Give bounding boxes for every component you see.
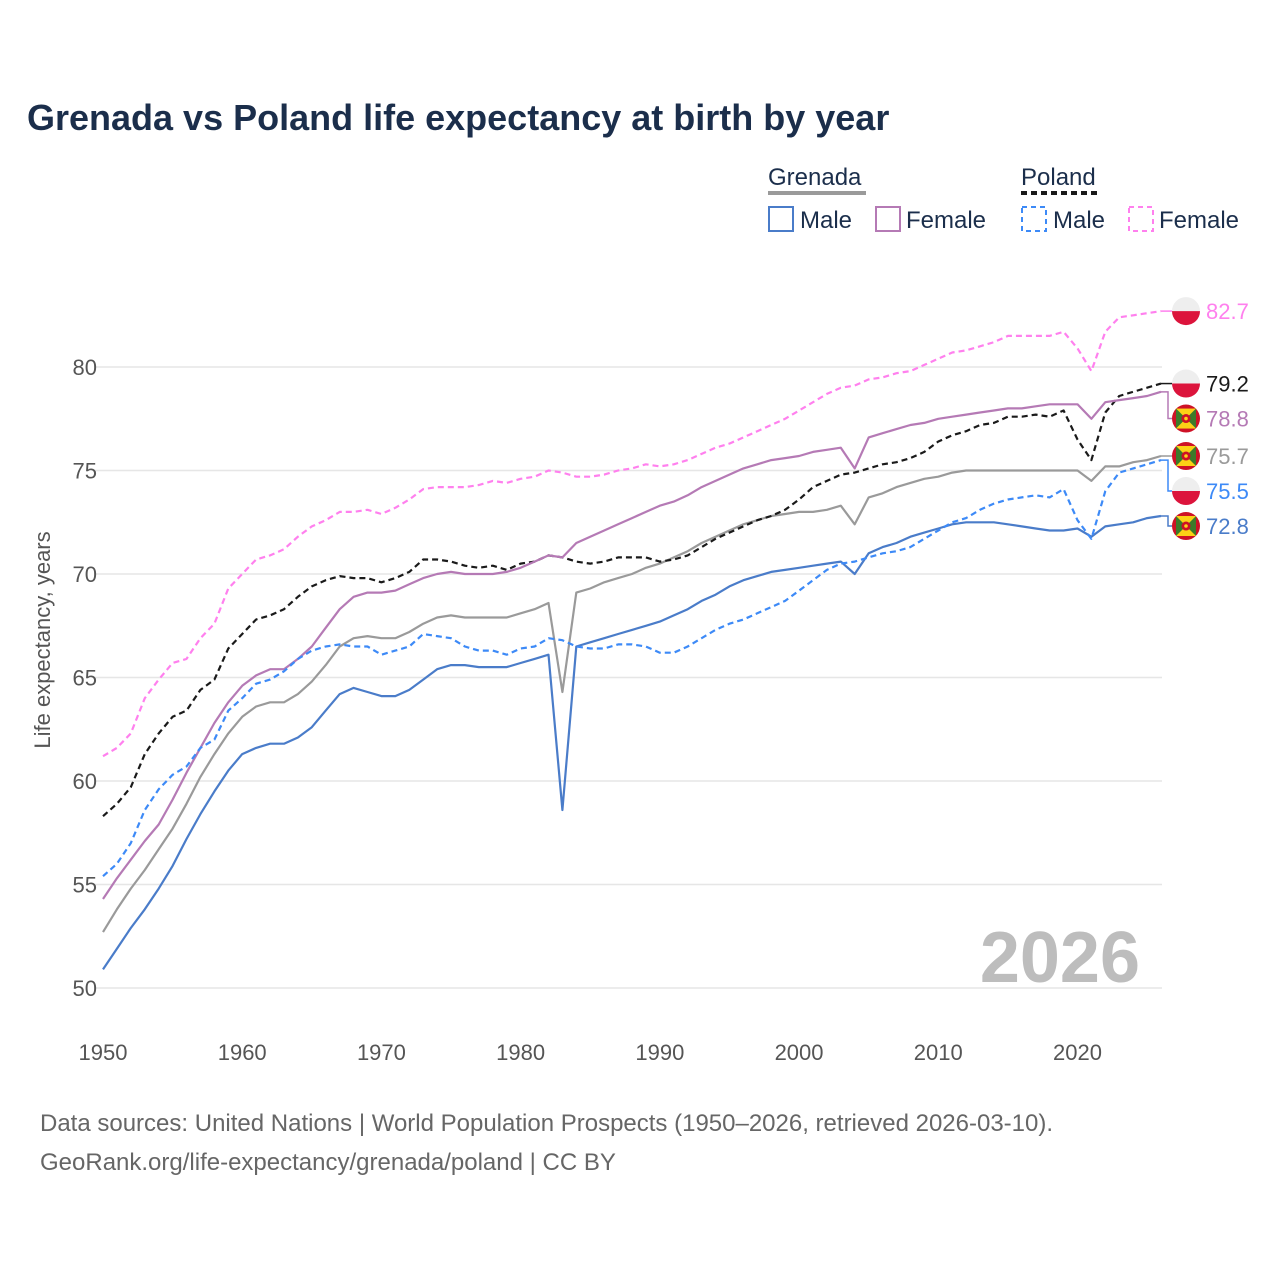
grenada-flag-icon xyxy=(1172,404,1200,433)
end-value-label: 75.7 xyxy=(1206,444,1249,469)
legend-poland-male: Male xyxy=(1053,207,1105,234)
poland-flag-icon xyxy=(1172,369,1200,398)
series-line-grenada-female xyxy=(102,390,1162,900)
year-watermark: 2026 xyxy=(980,918,1140,998)
legend-grenada-female-swatch xyxy=(875,206,901,232)
x-tick-label: 2000 xyxy=(775,1040,824,1065)
series-line-poland xyxy=(102,382,1162,818)
end-value-label: 78.8 xyxy=(1206,407,1249,432)
label-connector xyxy=(1161,515,1172,527)
x-tick-label: 1950 xyxy=(79,1040,128,1065)
x-tick-label: 1960 xyxy=(218,1040,267,1065)
grenada-flag-icon xyxy=(1172,512,1200,541)
series-line-grenada xyxy=(102,454,1162,933)
chart-title: Grenada vs Poland life expectancy at bir… xyxy=(27,97,889,138)
x-tick-label: 2010 xyxy=(914,1040,963,1065)
x-tick-label: 2020 xyxy=(1053,1040,1102,1065)
y-axis-label: Life expectancy, years xyxy=(30,531,55,748)
legend-grenada-male: Male xyxy=(800,207,852,234)
legend-grenada-male-swatch xyxy=(768,206,794,232)
end-value-label: 79.2 xyxy=(1206,372,1249,397)
label-connector xyxy=(1161,459,1172,492)
x-tick-label: 1990 xyxy=(635,1040,684,1065)
x-tick-label: 1980 xyxy=(496,1040,545,1065)
y-tick-label: 70 xyxy=(73,562,97,587)
x-tick-label: 1970 xyxy=(357,1040,406,1065)
legend-poland-male-swatch xyxy=(1021,206,1047,232)
series-line-grenada-male xyxy=(102,514,1162,971)
footer-source: Data sources: United Nations | World Pop… xyxy=(40,1110,1053,1137)
y-tick-label: 50 xyxy=(73,976,97,1001)
grenada-flag-icon xyxy=(1172,442,1200,471)
poland-flag-icon xyxy=(1172,477,1200,506)
series-line-poland-female xyxy=(102,310,1162,758)
end-value-label: 82.7 xyxy=(1206,299,1249,324)
y-tick-label: 55 xyxy=(73,873,97,898)
label-connector xyxy=(1161,391,1172,420)
y-axis: 50 55 60 65 70 75 80 xyxy=(73,355,97,1001)
x-axis: 1950 1960 1970 1980 1990 2000 2010 2020 xyxy=(79,1040,1102,1065)
end-value-label: 75.5 xyxy=(1206,479,1249,504)
y-tick-label: 60 xyxy=(73,769,97,794)
series-lines xyxy=(102,310,1162,971)
legend-grenada: Grenada xyxy=(768,164,862,191)
legend: Grenada Male Female Poland Male Female xyxy=(768,164,1239,234)
legend-poland-female: Female xyxy=(1159,207,1239,234)
end-labels: 82.7 79.2 78.8 75.7 75.5 72.8 xyxy=(1161,297,1249,541)
y-tick-label: 80 xyxy=(73,355,97,380)
footer-link: GeoRank.org/life-expectancy/grenada/pola… xyxy=(40,1149,616,1176)
y-tick-label: 75 xyxy=(73,459,97,484)
legend-poland-female-swatch xyxy=(1128,206,1154,232)
legend-grenada-female: Female xyxy=(906,207,986,234)
poland-flag-icon xyxy=(1172,297,1200,326)
legend-poland: Poland xyxy=(1021,164,1096,191)
series-line-poland-male xyxy=(102,459,1162,878)
y-tick-label: 65 xyxy=(73,666,97,691)
end-value-label: 72.8 xyxy=(1206,514,1249,539)
